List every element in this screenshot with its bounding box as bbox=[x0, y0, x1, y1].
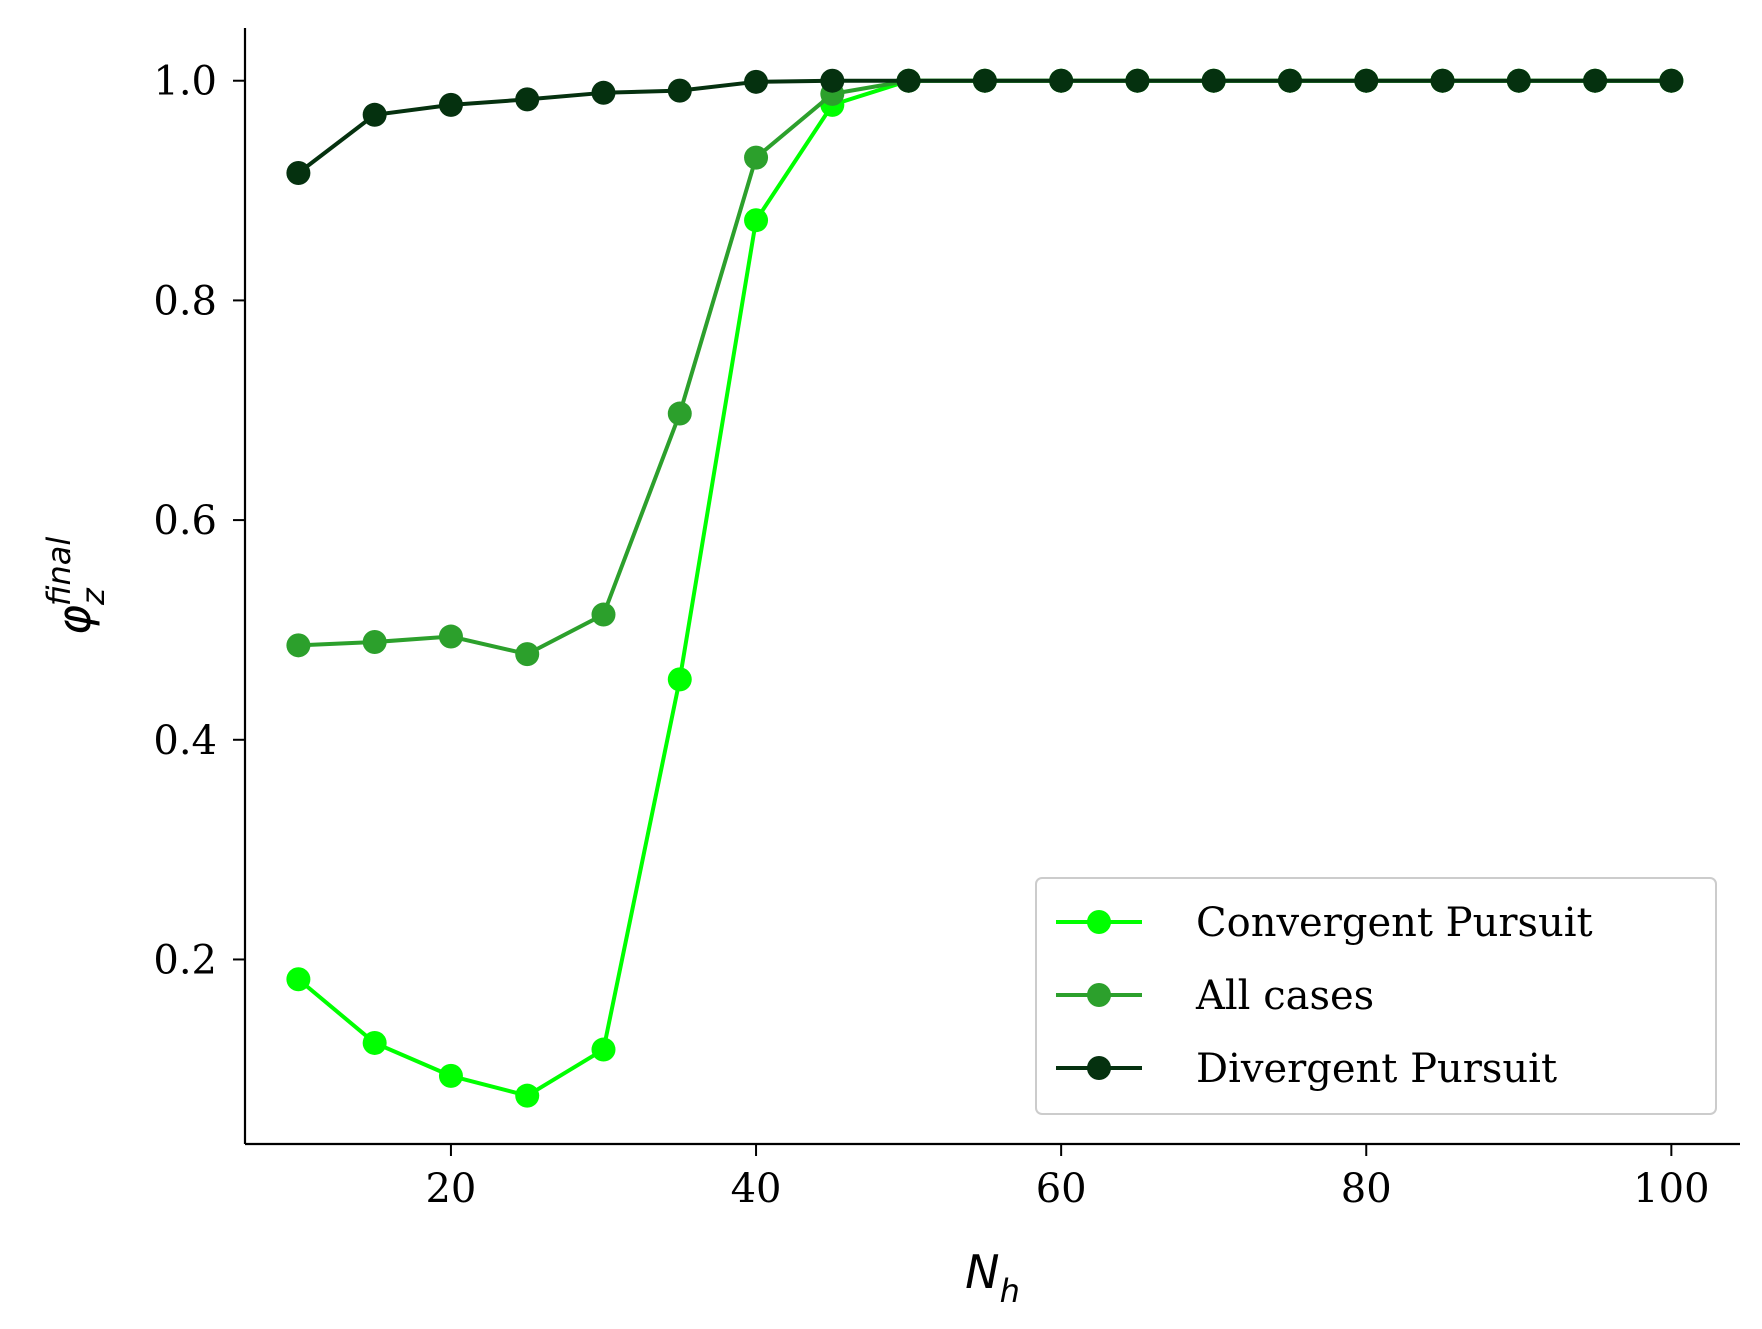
data-point bbox=[362, 1030, 387, 1055]
x-tick-label: 40 bbox=[731, 1166, 782, 1212]
data-point bbox=[1125, 68, 1150, 93]
data-point bbox=[438, 624, 463, 649]
x-tick-label: 60 bbox=[1036, 1166, 1087, 1212]
y-tick-label: 0.6 bbox=[153, 498, 217, 544]
y-axis-label-superscript: final bbox=[40, 537, 78, 607]
legend-entry: Convergent Pursuit bbox=[1056, 900, 1593, 946]
data-point bbox=[820, 68, 845, 93]
series-line bbox=[298, 78, 1672, 657]
x-axis-label-main: N bbox=[965, 1245, 999, 1299]
data-point bbox=[362, 102, 387, 127]
axis-labels: Nh φzfinal bbox=[40, 537, 1020, 1310]
legend-swatch-marker bbox=[1087, 1056, 1111, 1080]
data-point bbox=[515, 642, 540, 667]
y-tick-label: 0.4 bbox=[153, 718, 217, 764]
x-tick-label: 80 bbox=[1341, 1166, 1392, 1212]
legend-entry: Divergent Pursuit bbox=[1056, 1046, 1557, 1092]
series-line bbox=[297, 78, 1672, 175]
data-point bbox=[744, 208, 769, 233]
data-point bbox=[1201, 68, 1226, 93]
data-point bbox=[1430, 68, 1455, 93]
data-point bbox=[1049, 68, 1074, 93]
data-point bbox=[438, 1063, 463, 1088]
y-tick-label: 1.0 bbox=[153, 59, 217, 105]
series-divergent-pursuit bbox=[286, 68, 1684, 185]
legend-label: Divergent Pursuit bbox=[1196, 1046, 1557, 1092]
data-point bbox=[1354, 68, 1379, 93]
data-point bbox=[1506, 68, 1531, 93]
data-point bbox=[667, 401, 692, 426]
data-point bbox=[286, 160, 311, 185]
data-point bbox=[667, 667, 692, 692]
data-point bbox=[1583, 68, 1608, 93]
legend-label: Convergent Pursuit bbox=[1196, 900, 1593, 946]
y-tick-label: 0.8 bbox=[153, 278, 217, 324]
data-point bbox=[515, 87, 540, 112]
data-point bbox=[438, 92, 463, 117]
series-all-cases bbox=[286, 68, 1684, 667]
data-point bbox=[744, 145, 769, 170]
data-point bbox=[591, 1037, 616, 1062]
data-point bbox=[896, 68, 921, 93]
series-layer bbox=[286, 68, 1684, 1108]
data-point bbox=[972, 68, 997, 93]
data-point bbox=[591, 602, 616, 627]
x-tick-label: 20 bbox=[425, 1166, 476, 1212]
data-point bbox=[744, 69, 769, 94]
legend-swatch-marker bbox=[1087, 910, 1111, 934]
legend-entry: All cases bbox=[1056, 973, 1374, 1019]
legend: Convergent Pursuit All cases Divergent Pur… bbox=[1035, 877, 1717, 1115]
legend-label: All cases bbox=[1195, 973, 1374, 1019]
y-axis-label: φzfinal bbox=[40, 537, 112, 636]
data-point bbox=[286, 633, 311, 658]
data-point bbox=[362, 630, 387, 655]
data-point bbox=[286, 967, 311, 992]
data-point bbox=[1659, 68, 1684, 93]
axes: 20 40 60 80 100 0.2 0.4 0.6 0.8 1.0 bbox=[153, 28, 1740, 1212]
x-axis-label-subscript: h bbox=[1000, 1272, 1020, 1310]
x-axis-label: Nh bbox=[965, 1245, 1020, 1310]
y-axis-label-main: φ bbox=[47, 605, 101, 635]
y-axis-label-subscript: z bbox=[74, 587, 112, 606]
data-point bbox=[667, 78, 692, 103]
legend-box bbox=[1035, 877, 1717, 1115]
legend-swatch-marker bbox=[1087, 983, 1111, 1007]
y-tick-label: 0.2 bbox=[153, 937, 217, 983]
data-point bbox=[515, 1083, 540, 1108]
x-tick-label: 100 bbox=[1633, 1166, 1709, 1212]
data-point bbox=[1277, 68, 1302, 93]
data-point bbox=[591, 80, 616, 105]
